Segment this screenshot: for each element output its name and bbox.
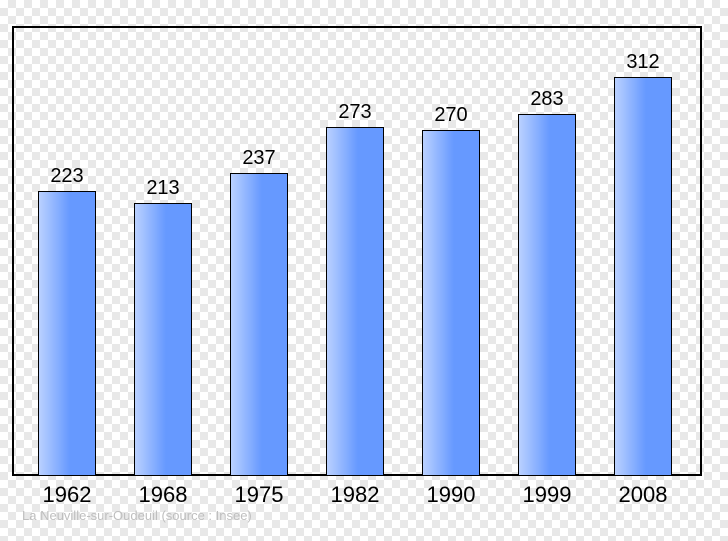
bar-value-label: 273 bbox=[306, 101, 404, 124]
bar-category-label: 1975 bbox=[210, 482, 308, 508]
bar-category-label: 2008 bbox=[594, 482, 692, 508]
bar-value-label: 270 bbox=[402, 104, 500, 127]
bar bbox=[518, 114, 576, 476]
bar-category-label: 1982 bbox=[306, 482, 404, 508]
bar-value-label: 312 bbox=[594, 51, 692, 74]
bar-gradient bbox=[327, 128, 383, 475]
bar bbox=[230, 173, 288, 476]
bar bbox=[326, 127, 384, 476]
bar-category-label: 1990 bbox=[402, 482, 500, 508]
bar-value-label: 237 bbox=[210, 147, 308, 170]
bar-category-label: 1999 bbox=[498, 482, 596, 508]
bar-gradient bbox=[231, 174, 287, 475]
bar-gradient bbox=[423, 131, 479, 475]
bar-value-label: 213 bbox=[114, 177, 212, 200]
bar bbox=[614, 77, 672, 476]
chart-canvas: 223 1962 213 1968 237 1975 273 1982 270 1990 283 19… bbox=[0, 0, 728, 541]
bar-gradient bbox=[39, 192, 95, 475]
bar bbox=[134, 203, 192, 476]
bar-value-label: 283 bbox=[498, 88, 596, 111]
bar bbox=[422, 130, 480, 476]
bar-gradient bbox=[135, 204, 191, 475]
source-caption: La Neuville-sur-Oudeuil (source : Insee) bbox=[22, 508, 252, 523]
bar-gradient bbox=[615, 78, 671, 475]
bar-gradient bbox=[519, 115, 575, 475]
bar-category-label: 1962 bbox=[18, 482, 116, 508]
bar-value-label: 223 bbox=[18, 165, 116, 188]
bar-category-label: 1968 bbox=[114, 482, 212, 508]
bar bbox=[38, 191, 96, 476]
